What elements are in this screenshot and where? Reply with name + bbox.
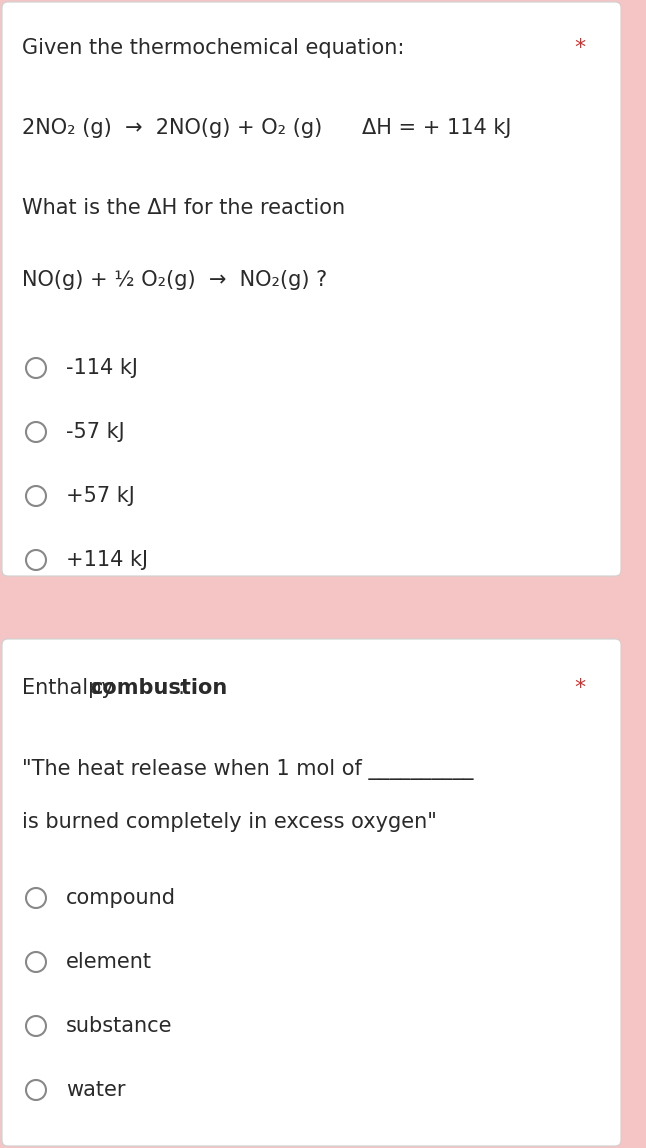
Text: +57 kJ: +57 kJ (66, 486, 135, 506)
Text: +114 kJ: +114 kJ (66, 550, 148, 571)
Text: substance: substance (66, 1016, 172, 1035)
Text: -114 kJ: -114 kJ (66, 358, 138, 378)
Text: "The heat release when 1 mol of __________: "The heat release when 1 mol of ________… (22, 760, 474, 781)
Text: compound: compound (66, 889, 176, 908)
Text: Enthalpy: Enthalpy (22, 678, 120, 698)
Text: combustion: combustion (90, 678, 227, 698)
Text: NO(g) + ½ O₂(g)  →  NO₂(g) ?: NO(g) + ½ O₂(g) → NO₂(g) ? (22, 270, 328, 290)
Text: :: : (178, 678, 185, 698)
FancyBboxPatch shape (2, 639, 621, 1146)
Text: element: element (66, 952, 152, 972)
Bar (0, 571, 616, 642)
Text: What is the ΔH for the reaction: What is the ΔH for the reaction (22, 197, 345, 218)
Text: Given the thermochemical equation:: Given the thermochemical equation: (22, 38, 404, 59)
Text: water: water (66, 1080, 125, 1100)
Text: -57 kJ: -57 kJ (66, 422, 125, 442)
FancyBboxPatch shape (2, 2, 621, 576)
Text: is burned completely in excess oxygen": is burned completely in excess oxygen" (22, 812, 437, 832)
Text: *: * (574, 678, 586, 698)
Text: *: * (574, 38, 586, 59)
Text: 2NO₂ (g)  →  2NO(g) + O₂ (g)      ΔH = + 114 kJ: 2NO₂ (g) → 2NO(g) + O₂ (g) ΔH = + 114 kJ (22, 118, 512, 138)
